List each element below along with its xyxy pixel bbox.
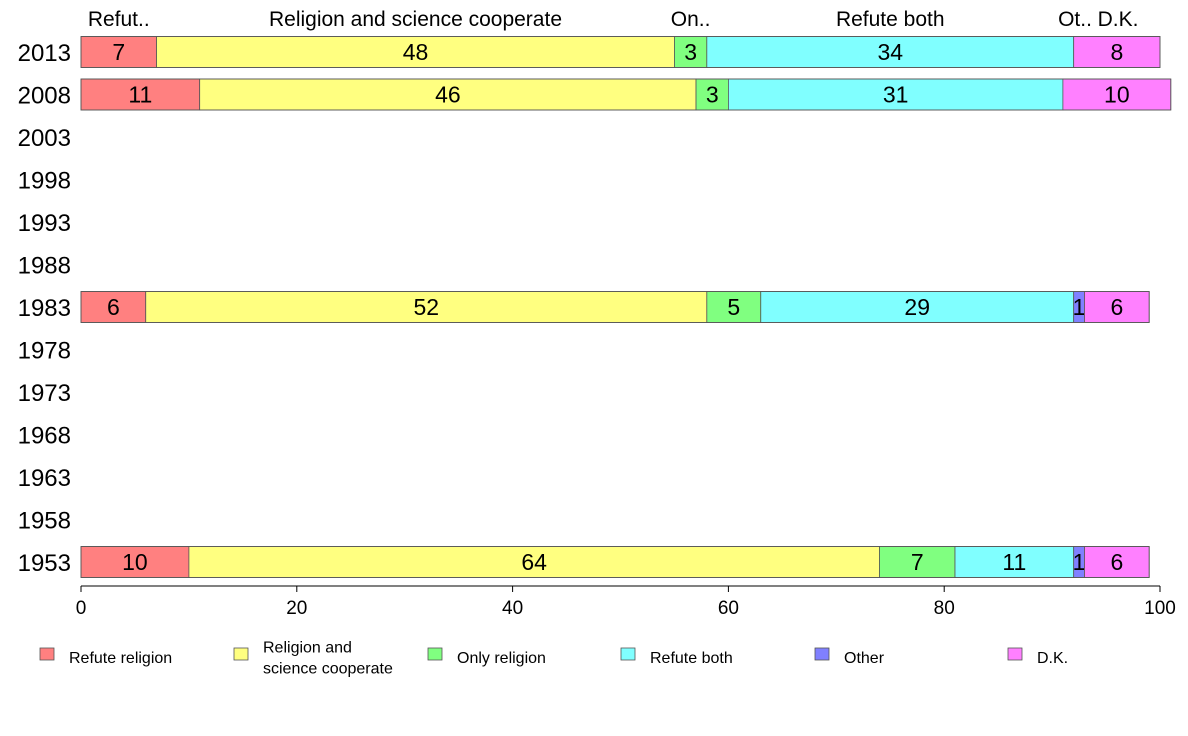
data-label-1953-3: 11 — [1002, 549, 1026, 575]
legend-swatch-2 — [427, 647, 443, 661]
year-label-1998: 1998 — [18, 168, 71, 195]
data-label-2008-0: 11 — [128, 82, 152, 108]
year-label-1993: 1993 — [18, 210, 71, 237]
data-label-1953-5: 6 — [1110, 549, 1123, 575]
legend-label-5: D.K. — [1037, 650, 1068, 667]
x-tick-label-0: 0 — [76, 598, 87, 619]
data-label-2013-3: 34 — [877, 39, 903, 65]
year-label-2008: 2008 — [18, 83, 71, 110]
data-label-1953-4: 1 — [1073, 549, 1086, 575]
data-label-1953-2: 7 — [911, 549, 924, 575]
bar-2008-only-religion — [695, 78, 729, 111]
x-axis: 0 20 40 60 80 100 — [76, 585, 1176, 619]
legend-swatch-1 — [233, 647, 249, 661]
legend-label-1: Religion and science cooperate — [263, 640, 393, 678]
year-label-1953: 1953 — [18, 550, 71, 577]
bar-2013-refute-religion — [80, 36, 157, 68]
data-label-1983-1: 52 — [413, 294, 439, 320]
bar-1953-religion-and-science-cooperate — [188, 546, 880, 578]
bar-outline-2013 — [80, 36, 1161, 68]
data-label-2008-3: 31 — [883, 82, 909, 108]
x-tick-label-100: 100 — [1144, 598, 1176, 619]
x-tick-label-20: 20 — [286, 598, 307, 619]
legend-label-4: Other — [844, 650, 885, 667]
year-label-1978: 1978 — [18, 338, 71, 365]
legend-label-2: Only religion — [457, 650, 546, 667]
year-label-1983: 1983 — [18, 295, 71, 322]
bar-1983-refute-both — [760, 291, 1075, 323]
top-label-2: On.. — [671, 8, 711, 31]
bars: 7 48 3 34 811 46 3 31 106 52 5 29 1 610 64 7 11 1 6 — [80, 36, 1172, 578]
data-label-1983-2: 5 — [727, 294, 740, 320]
legend-swatch-4 — [814, 647, 830, 661]
legend: Refute religion Religion and science coope… — [39, 640, 1068, 678]
data-label-2008-2: 3 — [706, 82, 719, 108]
bar-outline-1983 — [80, 291, 1150, 323]
bar-2008-d-k- — [1062, 78, 1172, 111]
year-label-1968: 1968 — [18, 423, 71, 450]
bar-2008-refute-both — [728, 78, 1064, 111]
year-label-1958: 1958 — [18, 508, 71, 535]
legend-label-0: Refute religion — [69, 650, 172, 667]
data-label-2013-2: 3 — [684, 39, 697, 65]
data-label-1953-0: 10 — [122, 549, 148, 575]
year-label-1988: 1988 — [18, 253, 71, 280]
data-label-1983-0: 6 — [107, 294, 120, 320]
data-label-1953-1: 64 — [521, 549, 547, 575]
legend-swatch-0 — [39, 647, 55, 661]
bar-outline-2008 — [80, 78, 1172, 111]
bar-1983-d-k- — [1084, 291, 1150, 323]
data-label-1983-4: 1 — [1073, 294, 1086, 320]
data-label-1983-5: 6 — [1110, 294, 1123, 320]
bar-outline-1953 — [80, 546, 1150, 578]
bar-2013-refute-both — [706, 36, 1075, 68]
top-label-3: Refute both — [836, 8, 945, 31]
top-labels: Refut.. Religion and science cooperate On.… — [88, 8, 1139, 31]
top-label-4: Ot.. — [1058, 8, 1092, 31]
data-label-2013-0: 7 — [112, 39, 125, 65]
legend-label-3: Refute both — [650, 650, 733, 667]
y-axis-labels: 2013 2008 2003 1998 1993 1988 1983 1978 1973 1968… — [18, 40, 71, 577]
top-label-5: D.K. — [1098, 8, 1139, 31]
bar-1983-religion-and-science-cooperate — [145, 291, 708, 323]
data-label-2013-5: 8 — [1110, 39, 1123, 65]
bar-2013-religion-and-science-cooperate — [156, 36, 675, 68]
x-tick-label-40: 40 — [502, 598, 523, 619]
year-label-2003: 2003 — [18, 125, 71, 152]
legend-swatch-3 — [620, 647, 636, 661]
year-label-1973: 1973 — [18, 380, 71, 407]
x-tick-label-80: 80 — [934, 598, 955, 619]
top-label-1: Religion and science cooperate — [269, 8, 562, 31]
top-label-0: Refut.. — [88, 8, 150, 31]
legend-swatch-5 — [1007, 647, 1023, 661]
year-label-2013: 2013 — [18, 40, 71, 67]
data-label-2013-1: 48 — [403, 39, 429, 65]
data-label-2008-1: 46 — [435, 82, 461, 108]
bar-2008-religion-and-science-cooperate — [199, 78, 697, 111]
x-tick-label-60: 60 — [718, 598, 739, 619]
year-label-1963: 1963 — [18, 465, 71, 492]
data-label-2008-5: 10 — [1104, 82, 1130, 108]
data-label-1983-3: 29 — [904, 294, 930, 320]
